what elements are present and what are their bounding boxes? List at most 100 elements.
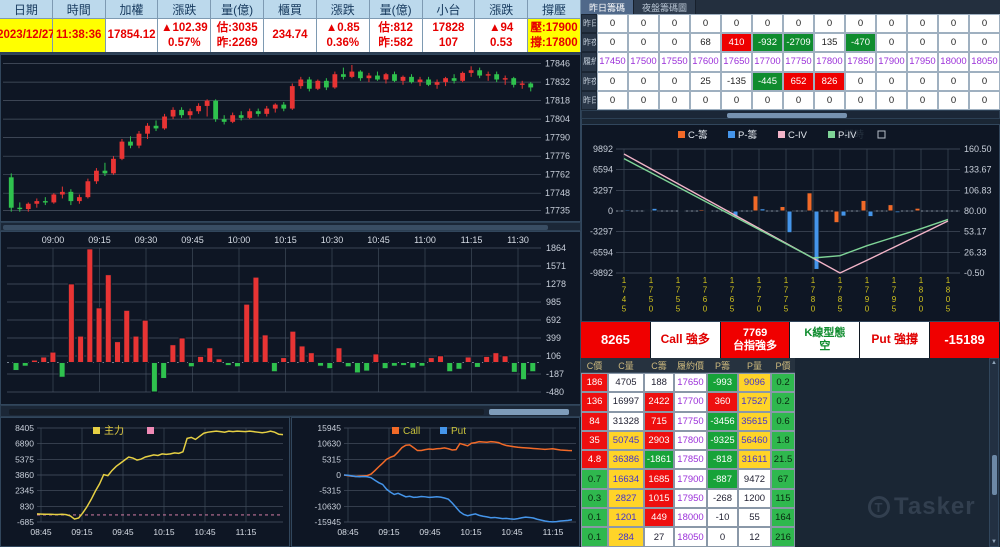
svg-text:985: 985 xyxy=(546,297,561,307)
svg-text:17818: 17818 xyxy=(545,96,570,106)
options-cell: 4.8 xyxy=(581,450,608,470)
svg-text:5: 5 xyxy=(622,305,627,314)
options-cell: 17750 xyxy=(674,411,707,431)
svg-text:0: 0 xyxy=(865,305,870,314)
volume-chart-scrollbar[interactable] xyxy=(0,405,581,417)
chip-cell: 0 xyxy=(628,33,659,53)
chip-cell: 0 xyxy=(845,71,876,91)
top-bar-col-7: 量(億) 估:812 昨:582 xyxy=(369,0,423,52)
svg-text:5375: 5375 xyxy=(15,454,34,464)
options-cell: 18000 xyxy=(674,508,707,528)
svg-text:6: 6 xyxy=(703,295,708,304)
top-bar-value: ▲0.85 0.36% xyxy=(316,19,369,52)
svg-text:7: 7 xyxy=(838,286,843,295)
svg-text:5: 5 xyxy=(676,295,681,304)
svg-text:106: 106 xyxy=(546,351,561,361)
svg-text:-187: -187 xyxy=(546,369,564,379)
options-row: 136 16997 2422 17700 360 17527 0.2 xyxy=(581,392,795,412)
chip-cell: 18050 xyxy=(969,52,1000,72)
svg-text:692: 692 xyxy=(546,315,561,325)
svg-text:11:15: 11:15 xyxy=(543,527,564,537)
options-cell: 17527 xyxy=(738,392,771,412)
chip-cell: 0 xyxy=(721,90,752,110)
chip-row: 履約17450175001755017600176501770017750178… xyxy=(581,52,1000,72)
options-cell: 31328 xyxy=(608,411,644,431)
options-cell: 0.2 xyxy=(771,392,795,412)
options-cell: 31611 xyxy=(738,450,771,470)
chip-cell: 17750 xyxy=(783,52,814,72)
chip-cell: 0 xyxy=(907,14,938,34)
chip-cell: 17700 xyxy=(752,52,783,72)
top-bar-col-6: 漲跌 ▲0.85 0.36% xyxy=(316,0,370,52)
top-bar-col-5: 櫃買 234.74 xyxy=(264,0,317,52)
options-cell: 36386 xyxy=(608,450,644,470)
options-cell: -10 xyxy=(707,508,738,528)
svg-text:10:45: 10:45 xyxy=(194,527,216,537)
chip-cell: 0 xyxy=(969,33,1000,53)
svg-text:1: 1 xyxy=(703,276,708,285)
options-cell: 55 xyxy=(738,508,771,528)
chip-cell: 0 xyxy=(659,14,690,34)
chip-row: 昨日C0000000000000 xyxy=(581,14,1000,34)
options-cell: 50745 xyxy=(608,430,644,451)
top-bar-col-10: 撐壓 壓:17900 撐:17800 xyxy=(528,0,581,52)
svg-text:8405: 8405 xyxy=(15,423,34,433)
svg-text:09:45: 09:45 xyxy=(112,527,134,537)
options-cell: 136 xyxy=(581,392,608,412)
banner-cell-1: Call 強多 xyxy=(650,322,721,358)
svg-text:8: 8 xyxy=(919,286,924,295)
chip-cell: 0 xyxy=(752,90,783,110)
options-cell: 0.2 xyxy=(771,373,795,393)
options-cell: 56460 xyxy=(738,430,771,451)
price-candlestick-chart: 17846 17832 17818 17804 17790 17776 17762 17748… xyxy=(0,54,581,222)
chip-cell: 17550 xyxy=(659,52,690,72)
svg-text:1: 1 xyxy=(676,276,681,285)
call-put-chart: 15945 10630 5315 0 -5315 -10630 -15945 08:45 09:… xyxy=(291,417,580,547)
banner-cell-2: 7769 台指強多 xyxy=(720,322,791,358)
svg-text:1: 1 xyxy=(784,276,789,285)
svg-text:17748: 17748 xyxy=(545,188,570,198)
top-bar-label: 量(億) xyxy=(211,0,264,19)
banner-cell-5: -15189 xyxy=(930,322,1000,358)
options-cell: 17800 xyxy=(674,430,707,451)
options-cell: 1201 xyxy=(608,508,644,528)
top-bar-value: 估:3035 昨:2269 xyxy=(211,19,264,52)
top-bar-label: 櫃買 xyxy=(264,0,316,19)
banner-cell-3: K線型態空 xyxy=(790,322,861,358)
chip-cell: 0 xyxy=(597,71,628,91)
options-cell: 17950 xyxy=(674,488,707,509)
chip-cell: 652 xyxy=(783,71,814,91)
options-cell: 4705 xyxy=(608,373,644,393)
svg-text:0: 0 xyxy=(608,206,613,216)
svg-text:10:30: 10:30 xyxy=(321,235,344,245)
chip-cell: 0 xyxy=(783,14,814,34)
svg-text:5: 5 xyxy=(838,305,843,314)
svg-text:9892: 9892 xyxy=(593,144,613,154)
options-cell: 0.1 xyxy=(581,508,608,528)
svg-text:主力: 主力 xyxy=(104,424,124,437)
candle-chart-scrollbar[interactable] xyxy=(0,222,581,231)
svg-text:09:45: 09:45 xyxy=(181,235,204,245)
volume-delta-chart: 09:00 09:15 09:30 09:45 10:00 10:15 10:30 10:45… xyxy=(0,231,581,405)
svg-text:5: 5 xyxy=(649,295,654,304)
chip-cell: 17850 xyxy=(845,52,876,72)
watermark-text: Tasker xyxy=(894,493,976,520)
tab-0[interactable]: 昨日籌碼 xyxy=(581,0,635,14)
tab-1[interactable]: 夜盤籌碼圖 xyxy=(634,0,697,14)
svg-text:6890: 6890 xyxy=(15,439,34,449)
chip-cell: 0 xyxy=(783,90,814,110)
options-cell: 0 xyxy=(707,527,738,547)
options-cell: 84 xyxy=(581,411,608,431)
chip-cell: 0 xyxy=(814,14,845,34)
svg-text:-480: -480 xyxy=(546,387,564,397)
svg-text:P-IV: P-IV xyxy=(838,130,857,141)
options-table-scrollbar[interactable]: ▲ ▼ xyxy=(989,358,999,547)
options-row: 84 31328 715 17750 -3456 35615 0.6 xyxy=(581,411,795,431)
chip-cell: 17650 xyxy=(721,52,752,72)
scroll-up-icon[interactable]: ▲ xyxy=(991,360,997,366)
options-cell: 27 xyxy=(644,527,674,547)
svg-text:0: 0 xyxy=(811,305,816,314)
chip-table-scrollbar[interactable] xyxy=(581,110,1000,119)
scroll-down-icon[interactable]: ▼ xyxy=(991,539,997,545)
chip-row-header: 昨夜C xyxy=(581,33,597,53)
